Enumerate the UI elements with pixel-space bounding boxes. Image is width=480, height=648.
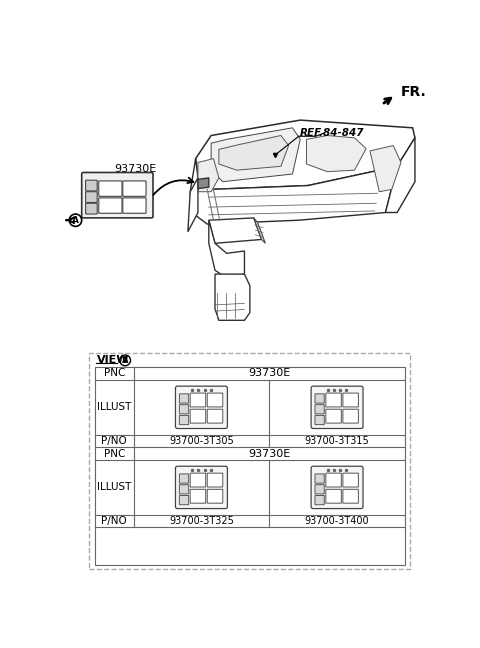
- Text: 93700-3T325: 93700-3T325: [169, 516, 234, 526]
- Polygon shape: [192, 167, 397, 224]
- FancyBboxPatch shape: [190, 410, 206, 423]
- FancyBboxPatch shape: [82, 172, 153, 218]
- Text: VIEW: VIEW: [97, 355, 130, 365]
- FancyBboxPatch shape: [343, 473, 359, 487]
- FancyBboxPatch shape: [180, 394, 189, 403]
- Text: PNC: PNC: [104, 448, 125, 459]
- Text: P/NO: P/NO: [101, 436, 127, 446]
- FancyBboxPatch shape: [326, 489, 341, 503]
- FancyBboxPatch shape: [343, 489, 359, 503]
- Text: 93700-3T315: 93700-3T315: [305, 436, 370, 446]
- FancyBboxPatch shape: [311, 386, 363, 428]
- Polygon shape: [254, 218, 265, 243]
- FancyBboxPatch shape: [180, 496, 189, 505]
- Text: PNC: PNC: [104, 369, 125, 378]
- Text: A: A: [122, 356, 128, 365]
- FancyBboxPatch shape: [315, 496, 324, 505]
- Text: REF.84-847: REF.84-847: [300, 128, 365, 138]
- FancyBboxPatch shape: [190, 393, 206, 407]
- FancyBboxPatch shape: [180, 404, 189, 414]
- Text: 93730E: 93730E: [114, 164, 156, 174]
- Polygon shape: [198, 178, 209, 189]
- Text: P/NO: P/NO: [101, 516, 127, 526]
- Text: 93730E: 93730E: [248, 369, 290, 378]
- FancyBboxPatch shape: [85, 192, 97, 202]
- Text: ILLUST: ILLUST: [97, 482, 132, 492]
- FancyBboxPatch shape: [99, 181, 122, 196]
- FancyBboxPatch shape: [207, 393, 223, 407]
- Polygon shape: [198, 159, 219, 192]
- Polygon shape: [209, 220, 244, 278]
- FancyBboxPatch shape: [85, 180, 97, 191]
- FancyBboxPatch shape: [176, 386, 228, 428]
- FancyBboxPatch shape: [343, 393, 359, 407]
- Polygon shape: [190, 159, 198, 213]
- FancyBboxPatch shape: [315, 415, 324, 424]
- FancyBboxPatch shape: [180, 485, 189, 494]
- Polygon shape: [385, 138, 415, 213]
- FancyBboxPatch shape: [315, 394, 324, 403]
- FancyBboxPatch shape: [315, 404, 324, 414]
- Text: 93700-3T400: 93700-3T400: [305, 516, 370, 526]
- Text: 93730E: 93730E: [248, 448, 290, 459]
- FancyBboxPatch shape: [190, 473, 206, 487]
- Text: 93700-3T305: 93700-3T305: [169, 436, 234, 446]
- Polygon shape: [215, 274, 250, 320]
- Polygon shape: [306, 135, 366, 172]
- FancyBboxPatch shape: [180, 415, 189, 424]
- Polygon shape: [219, 135, 288, 170]
- FancyBboxPatch shape: [85, 203, 97, 214]
- FancyBboxPatch shape: [311, 466, 363, 509]
- Text: A: A: [72, 216, 79, 225]
- FancyBboxPatch shape: [315, 474, 324, 483]
- FancyBboxPatch shape: [326, 473, 341, 487]
- FancyBboxPatch shape: [180, 474, 189, 483]
- FancyBboxPatch shape: [326, 410, 341, 423]
- FancyBboxPatch shape: [207, 489, 223, 503]
- FancyBboxPatch shape: [207, 473, 223, 487]
- Polygon shape: [209, 218, 262, 243]
- Polygon shape: [196, 120, 415, 189]
- FancyBboxPatch shape: [326, 393, 341, 407]
- Polygon shape: [370, 146, 401, 192]
- FancyBboxPatch shape: [207, 410, 223, 423]
- Text: FR.: FR.: [401, 85, 427, 98]
- FancyBboxPatch shape: [343, 410, 359, 423]
- Text: ILLUST: ILLUST: [97, 402, 132, 412]
- FancyBboxPatch shape: [99, 198, 122, 213]
- Polygon shape: [188, 178, 198, 232]
- FancyBboxPatch shape: [176, 466, 228, 509]
- FancyBboxPatch shape: [123, 181, 146, 196]
- FancyBboxPatch shape: [190, 489, 206, 503]
- Polygon shape: [211, 128, 300, 181]
- FancyBboxPatch shape: [315, 485, 324, 494]
- FancyBboxPatch shape: [123, 198, 146, 213]
